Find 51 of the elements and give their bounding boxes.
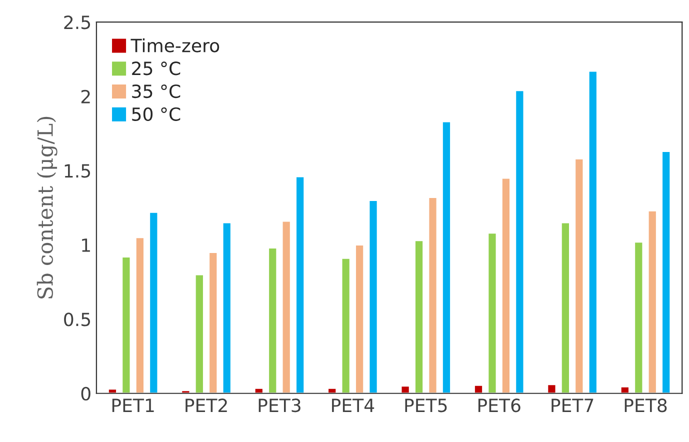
- x-tick-label: PET8: [624, 398, 667, 412]
- y-tick-label: 2.5: [64, 16, 90, 30]
- legend-label: 50 °C: [132, 107, 180, 121]
- bar: [295, 176, 306, 394]
- bar: [194, 274, 204, 394]
- bar: [354, 244, 364, 394]
- y-tick-label: 2: [81, 90, 90, 104]
- bar: [501, 177, 511, 394]
- x-tick-label: PET5: [405, 398, 447, 412]
- legend-label: Time-zero: [130, 38, 220, 52]
- bar: [546, 384, 557, 394]
- bar: [442, 120, 452, 394]
- bar: [560, 222, 570, 394]
- bar: [368, 200, 378, 394]
- y-tick-label: 0.5: [64, 312, 90, 326]
- bar: [121, 256, 132, 394]
- bar: [647, 210, 658, 394]
- bar: [222, 222, 232, 394]
- x-tick-label: PET3: [258, 398, 300, 412]
- bar: [474, 384, 484, 394]
- bar: [268, 247, 278, 394]
- bar: [180, 390, 191, 394]
- bar: [574, 158, 584, 394]
- x-tick-label: PET1: [112, 398, 154, 412]
- bar: [148, 212, 159, 394]
- x-tick-label: PET6: [478, 398, 520, 412]
- y-tick-label: 1: [82, 238, 90, 252]
- bar: [208, 252, 218, 394]
- x-tick-label: PET7: [552, 398, 594, 412]
- legend-label: 25 °C: [132, 62, 180, 76]
- bar: [514, 90, 525, 394]
- bar: [281, 220, 292, 394]
- bar: [414, 240, 424, 394]
- bar: [327, 387, 338, 394]
- bar: [588, 70, 598, 394]
- bar: [620, 386, 630, 394]
- y-tick-label: 1.5: [64, 164, 90, 178]
- bar: [134, 236, 145, 394]
- bar: [661, 150, 672, 394]
- bar: [400, 385, 410, 394]
- x-tick-label: PET2: [186, 398, 227, 412]
- bar: [634, 241, 644, 394]
- bar: [340, 258, 351, 394]
- y-tick-label: 0: [81, 386, 90, 400]
- bar: [487, 232, 498, 394]
- x-tick-label: PET4: [332, 398, 374, 412]
- legend-label: 35 °C: [132, 84, 180, 98]
- bar: [428, 196, 438, 394]
- y-axis-title: Sb content (μg/L): [36, 116, 58, 298]
- bar: [254, 387, 264, 394]
- bar: [108, 388, 118, 394]
